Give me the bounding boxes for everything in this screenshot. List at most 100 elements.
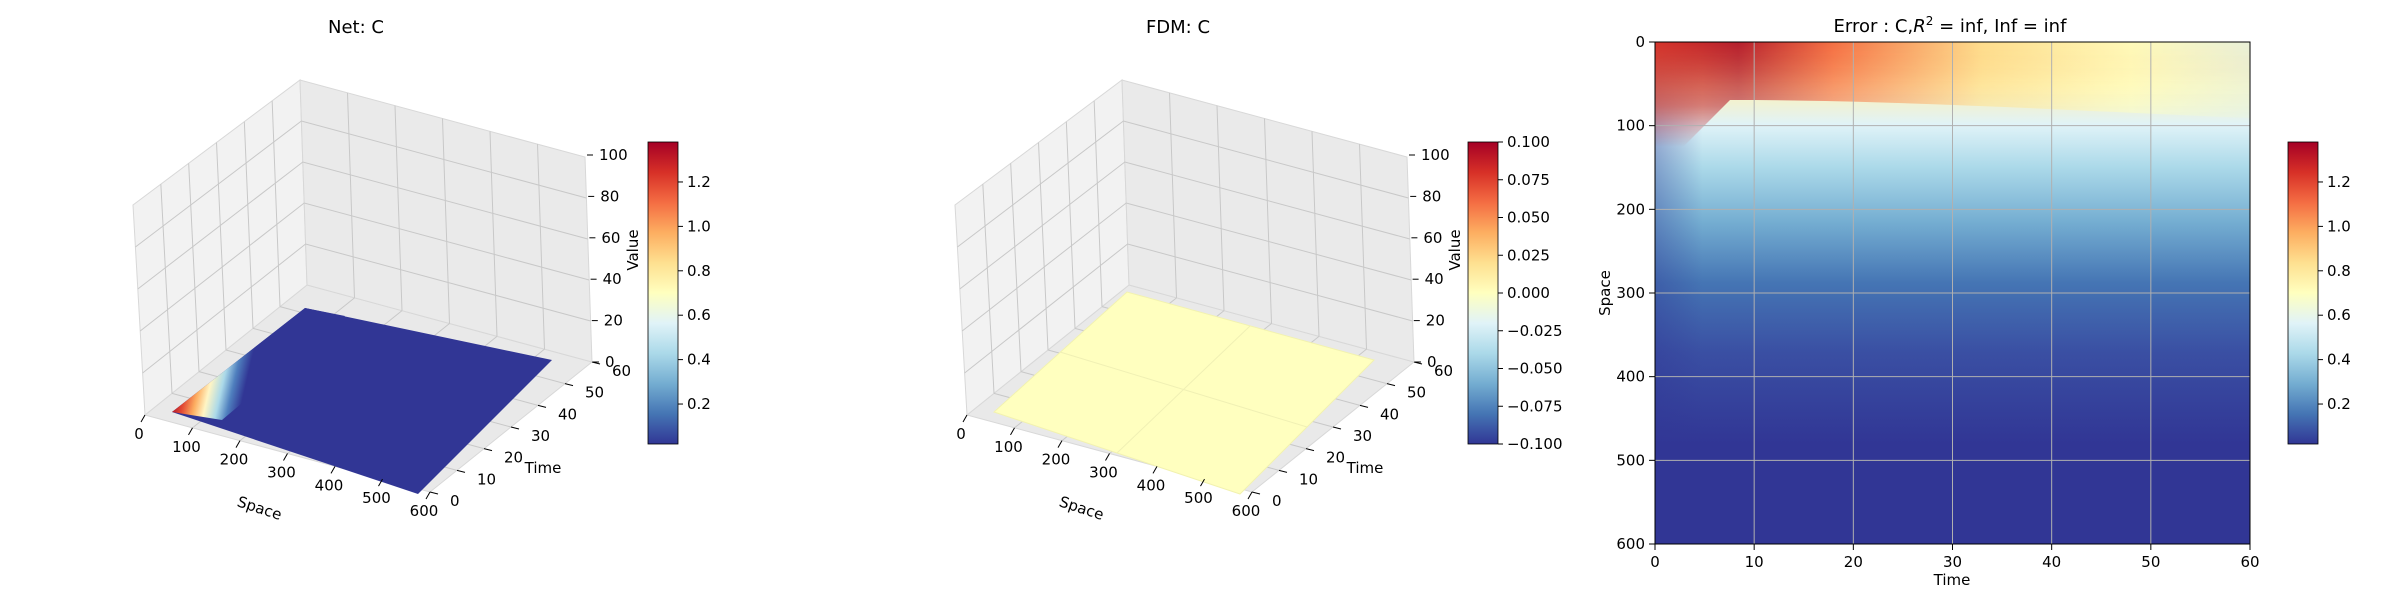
colorbar-tick-label: 0.8: [687, 262, 711, 280]
y-tick-label: 0: [450, 492, 460, 510]
panel-net-ylabel: Time: [524, 459, 562, 477]
x-tick-label: 0: [134, 425, 144, 443]
x-tick-mark: [283, 453, 288, 461]
y-tick-label: 20: [504, 449, 523, 467]
panel-fdm-surface: [993, 291, 1375, 495]
x-tick-mark: [1152, 466, 1158, 474]
y-tick-mark: [537, 404, 547, 408]
colorbar-tick-label: −0.050: [1507, 360, 1563, 378]
colorbar-tick-label: 1.2: [2327, 173, 2351, 191]
x-tick-mark: [425, 491, 431, 500]
x-tick-label: 10: [1745, 553, 1764, 571]
x-tick-label: 500: [362, 489, 391, 507]
panel-error-ylabel: Space: [1596, 270, 1614, 316]
y-tick-mark: [1386, 383, 1396, 387]
z-tick-label: 60: [1423, 229, 1442, 247]
x-tick-label: 200: [1042, 451, 1071, 469]
colorbar-tick-label: 0.050: [1507, 209, 1550, 227]
x-tick-label: 400: [1137, 476, 1166, 494]
colorbar-tick-label: 0.4: [687, 351, 711, 369]
x-tick-label: 0: [956, 425, 966, 443]
colorbar-tick-label: 0.025: [1507, 246, 1550, 264]
colorbar-tick-label: 0.075: [1507, 171, 1550, 189]
panel-fdm-title: FDM: C: [1146, 17, 1210, 38]
z-tick-label: 0: [605, 353, 615, 371]
y-tick-label: 10: [477, 470, 496, 488]
x-tick-mark: [140, 414, 146, 423]
colorbar-tick-label: 0.000: [1507, 284, 1550, 302]
panel-error-title: Error : C,R2 = inf, Inf = inf: [1834, 14, 2068, 37]
colorbar-tick-label: 0.8: [2327, 262, 2351, 280]
x-tick-label: 20: [1844, 553, 1863, 571]
x-tick-label: 300: [1089, 464, 1118, 482]
panel-fdm-colorbar: 0.100 0.075 0.050 0.025 0.000 −0.025 −0.050 −0.…: [1467, 133, 1563, 453]
colorbar-tick-label: 0.2: [687, 395, 711, 413]
colorbar-tick-label: 0.2: [2327, 395, 2351, 413]
y-tick-mark: [510, 426, 520, 430]
x-tick-label: 60: [2240, 553, 2259, 571]
y-tick-mark: [564, 383, 574, 387]
y-tick-mark: [1332, 426, 1342, 430]
z-tick-label: 40: [603, 270, 622, 288]
panel-error-xlabel: Time: [1933, 571, 1971, 589]
y-tick-label: 50: [1407, 384, 1426, 402]
colorbar-tick-label: −0.075: [1507, 397, 1563, 415]
y-tick-mark: [1359, 404, 1369, 408]
x-tick-label: 100: [172, 438, 201, 456]
panel-fdm-xlabel: Space: [1057, 493, 1106, 524]
x-tick-label: 300: [267, 464, 296, 482]
panel-fdm-zlabel: Value: [1446, 229, 1464, 270]
y-tick-mark: [456, 469, 466, 473]
y-tick-mark: [1278, 469, 1288, 473]
y-tick-label: 40: [558, 405, 577, 423]
panel-net-surface: [172, 308, 552, 494]
y-tick-mark: [1251, 491, 1261, 495]
x-tick-label: 0: [1650, 553, 1660, 571]
colorbar-tick-label: 0.100: [1507, 133, 1550, 151]
x-tick-label: 600: [410, 502, 439, 520]
x-tick-label: 200: [220, 451, 249, 469]
x-tick-label: 500: [1184, 489, 1213, 507]
panel-fdm-axes: 0100200300400500600010203040506002040608…: [956, 146, 1453, 520]
y-tick-mark: [1305, 448, 1315, 452]
x-tick-label: 50: [2141, 553, 2160, 571]
x-tick-mark: [1247, 491, 1253, 500]
panel-error-colorbar: 0.2 0.4 0.6 0.8 1.0 1.2: [2287, 141, 2351, 445]
y-tick-label: 20: [1326, 449, 1345, 467]
panel-fdm-box: [954, 79, 1416, 493]
z-tick-label: 40: [1425, 270, 1444, 288]
panel-error: Error : C,R2 = inf, Inf = inf: [1596, 14, 2351, 589]
x-tick-mark: [962, 414, 968, 423]
panel-net-zlabel: Value: [624, 229, 642, 270]
colorbar-tick-label: 1.0: [2327, 217, 2351, 235]
y-tick-mark: [483, 448, 493, 452]
y-tick-label: 40: [1380, 405, 1399, 423]
z-tick-label: 80: [600, 187, 619, 205]
x-tick-mark: [188, 427, 193, 436]
x-tick-mark: [1010, 427, 1015, 436]
y-tick-label: 10: [1299, 470, 1318, 488]
z-tick-label: 20: [1426, 312, 1445, 330]
x-tick-label: 600: [1232, 502, 1261, 520]
y-tick-label: 60: [1434, 362, 1453, 380]
colorbar-tick-label: 0.4: [2327, 351, 2351, 369]
colorbar-tick-label: 1.2: [687, 173, 711, 191]
x-tick-mark: [330, 466, 336, 474]
panel-net-xlabel: Space: [235, 493, 284, 524]
y-tick-label: 30: [531, 427, 550, 445]
z-tick-label: 80: [1422, 187, 1441, 205]
y-tick-label: 300: [1616, 284, 1645, 302]
colorbar-tick-label: −0.025: [1507, 322, 1563, 340]
z-tick-label: 100: [599, 146, 628, 164]
x-tick-mark: [1200, 478, 1205, 487]
panel-fdm: FDM: C 010020030040050060001020304050600…: [954, 17, 1563, 524]
x-tick-label: 30: [1943, 553, 1962, 571]
x-tick-mark: [1057, 440, 1063, 448]
x-tick-mark: [1105, 453, 1110, 461]
y-tick-label: 200: [1616, 200, 1645, 218]
x-tick-label: 100: [994, 438, 1023, 456]
y-tick-label: 600: [1616, 535, 1645, 553]
colorbar-tick-label: 1.0: [687, 217, 711, 235]
